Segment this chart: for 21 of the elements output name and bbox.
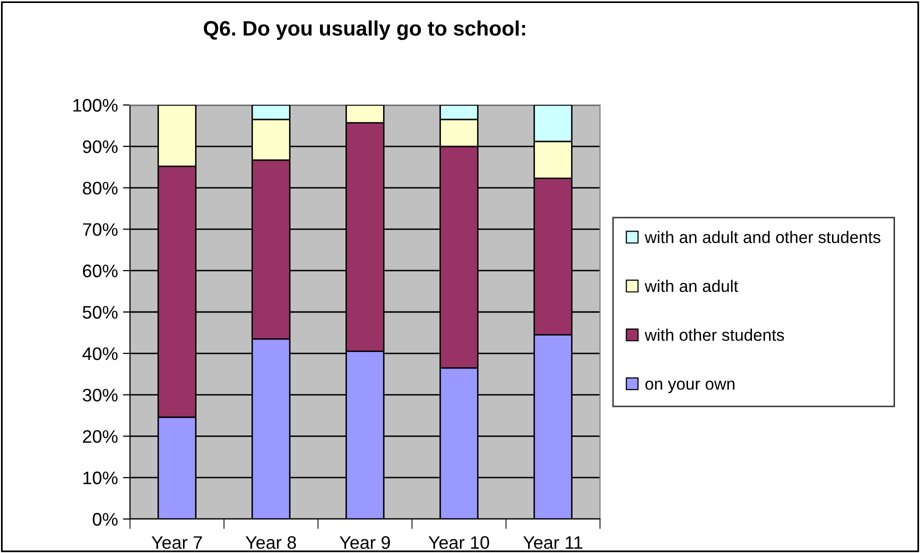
x-tick-label: Year 7 (152, 536, 202, 549)
y-tick-label: 80% (82, 182, 118, 195)
x-tick-label: Year 8 (246, 536, 296, 549)
chart-title: Q6. Do you usually go to school: (204, 20, 526, 40)
legend-label: with an adult (644, 280, 738, 292)
y-tick-label: 60% (82, 264, 118, 278)
y-tick-label: 0% (92, 512, 118, 526)
x-tick-label: Year 11 (523, 536, 582, 549)
y-tick-label: 70% (82, 223, 118, 236)
y-tick-label: 40% (82, 347, 118, 360)
legend-label: with other students (644, 328, 784, 341)
legend-label: on your own (645, 380, 734, 394)
y-tick-label: 50% (82, 306, 118, 319)
y-tick-label: 10% (83, 472, 118, 484)
legend-label: with an adult and other students (644, 230, 880, 244)
y-tick-label: 100% (73, 98, 118, 112)
y-tick-label: 90% (82, 140, 118, 154)
x-tick-label: Year 10 (428, 536, 490, 549)
y-tick-label: 20% (82, 430, 118, 443)
y-tick-label: 30% (82, 388, 118, 402)
x-tick-label: Year 9 (340, 536, 390, 549)
